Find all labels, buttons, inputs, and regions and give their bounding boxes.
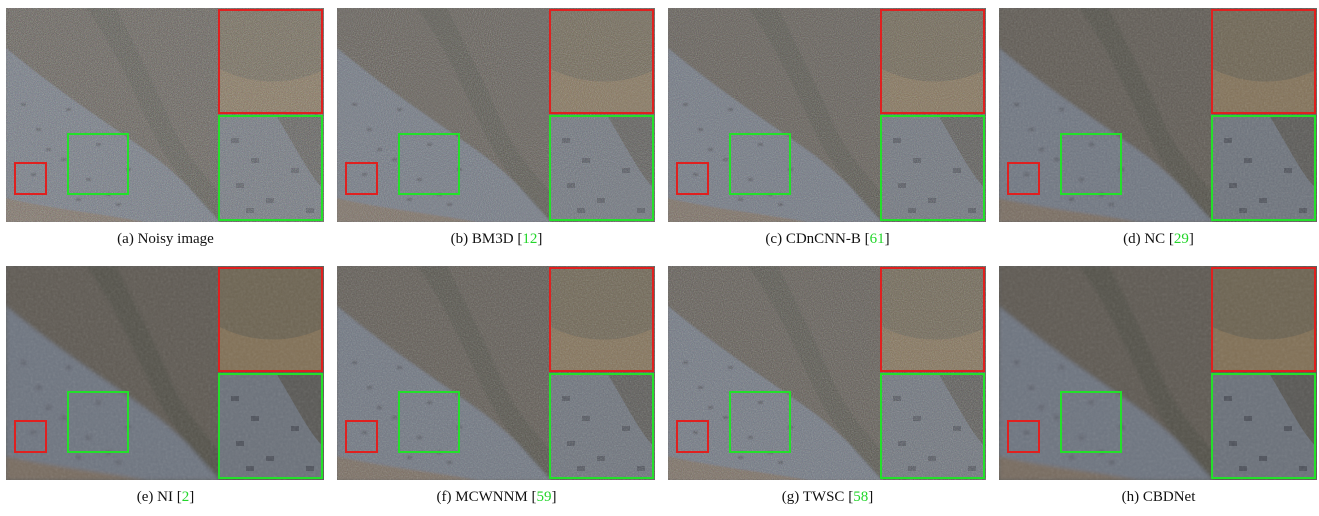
citation-link[interactable]: 12 (522, 231, 538, 247)
citation-link[interactable]: 29 (1173, 231, 1189, 247)
caption-label: (b) BM3D (450, 231, 518, 247)
citation-link[interactable]: 61 (869, 231, 885, 247)
green-selection-box (1060, 391, 1122, 453)
figure-panel: (a) Noisy image (0, 0, 325, 258)
denoised-image (668, 8, 986, 222)
bracket-open: [ (1168, 231, 1174, 247)
green-selection-box (398, 391, 460, 453)
panel-caption: (f) MCWNNM [59] (331, 489, 662, 506)
panel-caption: (b) BM3D [12] (331, 231, 662, 248)
panel-caption: (d) NC [29] (993, 231, 1319, 248)
scene-image (668, 266, 986, 480)
green-selection-box (729, 391, 791, 453)
panel-caption: (c) CDnCNN-B [61] (662, 231, 993, 248)
denoised-image (668, 266, 986, 480)
scene-image (668, 8, 986, 222)
panel-caption: (h) CBDNet (993, 489, 1319, 506)
bracket-open: [ (531, 489, 537, 505)
scene-image (999, 8, 1317, 222)
bracket-close: ] (1188, 231, 1194, 247)
figure-panel: (e) NI [2] (0, 258, 325, 516)
panel-caption: (e) NI [2] (0, 489, 331, 506)
denoised-image (337, 266, 655, 480)
red-selection-box (1007, 420, 1040, 453)
caption-label: (e) NI (136, 489, 177, 505)
panel-caption: (g) TWSC [58] (662, 489, 993, 506)
panel-caption: (a) Noisy image (0, 231, 331, 248)
citation-link[interactable]: 59 (536, 489, 552, 505)
citation-link[interactable]: 58 (853, 489, 869, 505)
caption-label: (c) CDnCNN-B (765, 231, 865, 247)
green-selection-box (398, 133, 460, 195)
bracket-open: [ (848, 489, 854, 505)
caption-label: (f) MCWNNM (436, 489, 532, 505)
scene-image (337, 8, 655, 222)
caption-label: (a) Noisy image (117, 231, 214, 247)
red-selection-box (345, 420, 378, 453)
bracket-close: ] (884, 231, 890, 247)
red-selection-box (676, 162, 709, 195)
bracket-close: ] (189, 489, 195, 505)
red-selection-box (14, 162, 47, 195)
figure-panel: (d) NC [29] (993, 0, 1318, 258)
red-selection-box (1007, 162, 1040, 195)
figure-panel: (b) BM3D [12] (331, 0, 656, 258)
red-selection-box (14, 420, 47, 453)
red-selection-box (345, 162, 378, 195)
denoised-image (337, 8, 655, 222)
caption-label: (h) CBDNet (1121, 489, 1196, 505)
figure-panel: (h) CBDNet (993, 258, 1318, 516)
denoised-image (6, 266, 324, 480)
scene-image (6, 8, 324, 222)
caption-label: (d) NC (1123, 231, 1169, 247)
scene-image (337, 266, 655, 480)
figure-panel: (f) MCWNNM [59] (331, 258, 656, 516)
red-selection-box (676, 420, 709, 453)
green-selection-box (67, 133, 129, 195)
citation-link[interactable]: 2 (181, 489, 190, 505)
scene-image (6, 266, 324, 480)
bracket-close: ] (537, 231, 543, 247)
bracket-close: ] (551, 489, 557, 505)
bracket-open: [ (517, 231, 523, 247)
figure-panel: (g) TWSC [58] (662, 258, 987, 516)
denoised-image (6, 8, 324, 222)
bracket-close: ] (868, 489, 874, 505)
bracket-open: [ (176, 489, 182, 505)
green-selection-box (67, 391, 129, 453)
figure-panel: (c) CDnCNN-B [61] (662, 0, 987, 258)
denoised-image (999, 266, 1317, 480)
green-selection-box (1060, 133, 1122, 195)
scene-image (999, 266, 1317, 480)
caption-label: (g) TWSC (781, 489, 849, 505)
denoised-image (999, 8, 1317, 222)
bracket-open: [ (864, 231, 870, 247)
green-selection-box (729, 133, 791, 195)
